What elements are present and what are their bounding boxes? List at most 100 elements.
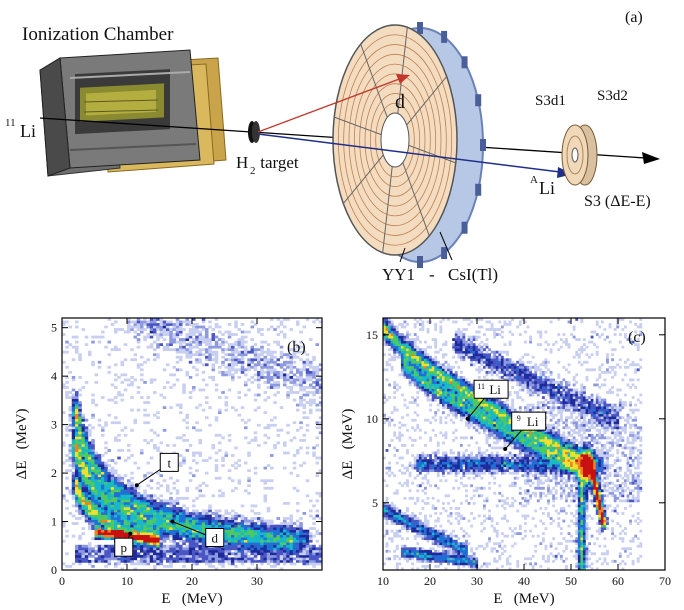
- heatmap-cell: [536, 466, 540, 470]
- heatmap-cell: [580, 544, 584, 548]
- heatmap-cell: [289, 527, 294, 530]
- heatmap-cell: [153, 494, 157, 498]
- heatmap-cell: [395, 461, 399, 465]
- heatmap-cell: [503, 501, 507, 505]
- heatmap-cell: [159, 504, 164, 508]
- heatmap-cell: [84, 459, 89, 462]
- heatmap-cell: [312, 504, 316, 508]
- heatmap-cell: [182, 549, 186, 553]
- heatmap-cell: [273, 370, 277, 374]
- heatmap-cell: [421, 529, 425, 533]
- heatmap-cell: [140, 378, 144, 382]
- heatmap-cell: [444, 567, 448, 571]
- heatmap-cell: [104, 486, 108, 490]
- heatmap-cell: [84, 479, 89, 483]
- heatmap-cell: [133, 507, 138, 510]
- heatmap-cell: [276, 549, 281, 553]
- heatmap-cell: [127, 512, 131, 515]
- heatmap-cell: [107, 534, 112, 538]
- heatmap-cell: [146, 537, 151, 541]
- heatmap-cell: [146, 413, 151, 417]
- heatmap-cell: [94, 557, 99, 561]
- heatmap-cell: [172, 348, 177, 352]
- heatmap-cell: [159, 320, 164, 324]
- x-tick-label: 20: [186, 574, 198, 588]
- heatmap-cell: [621, 494, 625, 498]
- heatmap-cell: [518, 464, 522, 467]
- heatmap-cell: [244, 353, 248, 357]
- heatmap-cell: [575, 486, 579, 490]
- heatmap-cell: [234, 350, 238, 354]
- heatmap-cell: [104, 441, 108, 445]
- heatmap-cell: [71, 388, 76, 392]
- heatmap-cell: [457, 552, 461, 556]
- heatmap-cell: [309, 360, 313, 364]
- heatmap-cell: [97, 491, 102, 495]
- heatmap-cell: [565, 471, 568, 475]
- heatmap-cell: [221, 391, 225, 394]
- heatmap-cell: [94, 454, 99, 457]
- heatmap-cell: [593, 499, 597, 503]
- heatmap-cell: [424, 517, 427, 520]
- heatmap-cell: [107, 481, 112, 485]
- heatmap-cell: [639, 471, 643, 475]
- heatmap-cell: [639, 486, 643, 490]
- heatmap-cell: [133, 501, 138, 505]
- heatmap-cell: [175, 507, 180, 510]
- heatmap-cell: [91, 484, 95, 488]
- heatmap-cell: [263, 433, 268, 437]
- heatmap-cell: [286, 355, 290, 359]
- heatmap-cell: [133, 519, 138, 523]
- heatmap-cell: [426, 481, 430, 485]
- heatmap-cell: [101, 426, 105, 430]
- heatmap-cell: [114, 438, 118, 442]
- heatmap-cell: [91, 481, 95, 485]
- heatmap-cell: [289, 328, 294, 331]
- heatmap-cell: [195, 338, 199, 341]
- heatmap-cell: [276, 386, 281, 389]
- heatmap-cell: [500, 532, 504, 536]
- heatmap-cell: [270, 529, 274, 533]
- heatmap-cell: [626, 499, 630, 503]
- heatmap-cell: [81, 489, 86, 493]
- heatmap-cell: [211, 350, 216, 354]
- heatmap-cell: [156, 481, 160, 485]
- heatmap-cell: [247, 529, 251, 533]
- heatmap-cell: [172, 340, 177, 344]
- heatmap-cell: [65, 433, 69, 437]
- heatmap-cell: [162, 428, 167, 432]
- heatmap-cell: [253, 522, 258, 525]
- heatmap-cell: [237, 481, 242, 485]
- heatmap-cell: [585, 496, 589, 500]
- heatmap-cell: [580, 471, 584, 475]
- heatmap-cell: [296, 378, 300, 382]
- heatmap-cell: [449, 554, 453, 558]
- heatmap-cell: [416, 496, 420, 500]
- heatmap-cell: [166, 509, 170, 513]
- heatmap-cell: [608, 481, 612, 485]
- heatmap-cell: [162, 552, 167, 556]
- heatmap-cell: [580, 532, 584, 536]
- heatmap-cell: [104, 474, 108, 478]
- heatmap-cell: [495, 529, 499, 533]
- heatmap-cell: [449, 557, 453, 561]
- heatmap-cell: [582, 537, 586, 541]
- heatmap-cell: [91, 471, 95, 475]
- heatmap-cell: [143, 537, 147, 541]
- heatmap-cell: [75, 340, 79, 344]
- heatmap-cell: [140, 557, 144, 561]
- heatmap-cell: [231, 517, 235, 520]
- heatmap-cell: [149, 486, 154, 490]
- heatmap-cell: [296, 383, 300, 387]
- heatmap-cell: [143, 534, 147, 538]
- heatmap-cell: [292, 340, 297, 344]
- heatmap-cell: [240, 360, 245, 364]
- heatmap-cell: [408, 514, 412, 518]
- heatmap-cell: [94, 471, 99, 475]
- heatmap-cell: [434, 542, 438, 546]
- heatmap-cell: [179, 403, 183, 407]
- heatmap-cell: [426, 554, 430, 558]
- heatmap-cell: [104, 421, 108, 425]
- heatmap-cell: [234, 320, 238, 324]
- heatmap-cell: [503, 534, 507, 538]
